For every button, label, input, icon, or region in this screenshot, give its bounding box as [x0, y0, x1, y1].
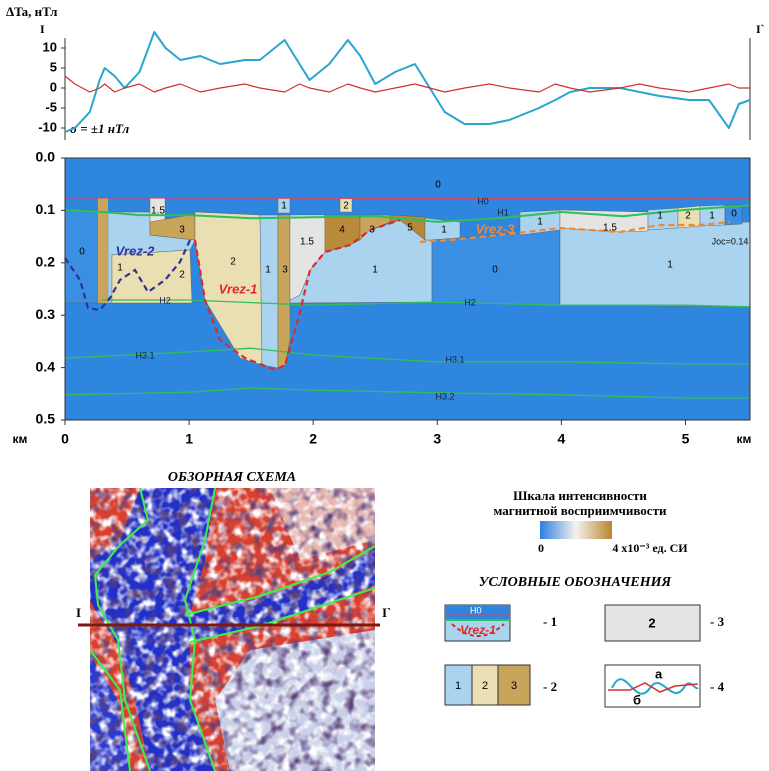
- y-tick-label: 0.5: [36, 411, 56, 427]
- block-label: 1.5: [300, 237, 314, 248]
- y-tick-label: -10: [38, 119, 57, 134]
- block-label: 1: [281, 201, 287, 212]
- x-tick-label: 0: [61, 431, 69, 447]
- scale-title: магнитной восприимчивости: [494, 503, 667, 518]
- y-tick-label: -5: [45, 99, 57, 114]
- block-label: 3: [369, 225, 375, 236]
- x-tick-label: 4: [557, 431, 565, 447]
- profile-plot: -10 -5 0 5 10: [38, 32, 750, 140]
- legend-item: а б - 4: [605, 665, 725, 707]
- y-tick-label: 0.1: [36, 201, 56, 217]
- legend-item: 2 - 3: [605, 605, 725, 641]
- horizon-label: H3.1: [135, 350, 154, 360]
- scale-bar: [540, 521, 612, 539]
- block-label: 1: [667, 260, 673, 271]
- block-label: 0: [79, 247, 85, 258]
- horizon-label: H3.2: [435, 391, 454, 401]
- legend-text: 1: [455, 680, 461, 692]
- x-unit: км: [737, 432, 752, 446]
- horizon-label: H0: [477, 196, 489, 206]
- profile-end: I`: [756, 22, 765, 36]
- block-label: 1: [441, 225, 447, 236]
- overview-start: I: [76, 605, 81, 620]
- y-tick-label: 0: [50, 79, 57, 94]
- block-label: 3: [179, 225, 185, 236]
- legend-text: H0: [470, 605, 482, 615]
- data-line: [65, 32, 750, 132]
- rock-block: [560, 222, 750, 307]
- block-label: 1: [657, 211, 663, 222]
- block-label: 1: [372, 265, 378, 276]
- block-label: 1.5: [603, 223, 617, 234]
- scale-title: Шкала интенсивности: [513, 488, 647, 503]
- block-label: 2: [343, 201, 349, 212]
- legend-text: 2: [648, 615, 655, 630]
- rock-strip: [98, 198, 108, 303]
- block-label: 1: [117, 263, 123, 274]
- block-label: 2: [230, 257, 236, 268]
- legend-item: H0 Vrez-1 - 1: [445, 605, 557, 641]
- y-tick-label: 10: [43, 39, 57, 54]
- scale-max: 4 x10⁻³ ед. СИ: [612, 541, 688, 555]
- x-tick-label: 3: [433, 431, 441, 447]
- y-tick-label: 5: [50, 59, 57, 74]
- block-label: 2: [179, 270, 185, 281]
- x-tick-label: 2: [309, 431, 317, 447]
- profile-start: I: [40, 22, 45, 36]
- legend-text: 2: [482, 680, 488, 692]
- incision-label: Vrez-1: [219, 281, 258, 296]
- y-tick-label: 0.4: [36, 358, 56, 374]
- legend-text: а: [655, 666, 663, 681]
- legend-title: УСЛОВНЫЕ ОБОЗНАЧЕНИЯ: [479, 575, 672, 590]
- block-label: 1: [709, 211, 715, 222]
- y-axis-label: ΔTa, нТл: [6, 4, 57, 19]
- overview-map: [90, 488, 375, 771]
- legend-label: - 4: [710, 679, 725, 694]
- incision-label: Vrez-2: [116, 243, 156, 258]
- note: Jос=0.14: [712, 236, 749, 246]
- block-label: 0: [435, 180, 441, 191]
- horizon-label: H2: [464, 297, 476, 307]
- rock-block: [260, 215, 278, 368]
- horizon-label: H1: [497, 207, 509, 217]
- block-label: 2: [685, 211, 691, 222]
- block-label: 1: [265, 265, 271, 276]
- block-label: 1: [537, 217, 543, 228]
- block-label: 4: [339, 225, 345, 236]
- overview-title: ОБЗОРНАЯ СХЕМА: [168, 470, 296, 485]
- horizon-label: H2: [159, 295, 171, 305]
- y-tick-label: 0.2: [36, 254, 56, 270]
- scale-min: 0: [538, 541, 544, 555]
- data-line: [65, 76, 750, 92]
- block-label: 0: [492, 265, 498, 276]
- x-tick-label: 1: [185, 431, 193, 447]
- legend-label: - 1: [543, 614, 557, 629]
- incision-label: Vrez-3: [476, 221, 516, 236]
- block-label: 0: [731, 209, 737, 220]
- legend-text: 3: [511, 680, 517, 692]
- legend-label: - 2: [543, 679, 557, 694]
- figure: ΔTa, нТл I I` σ = ±1 нТл -10-50510 00121…: [0, 0, 769, 771]
- block-label: 3: [282, 265, 288, 276]
- legend-label: - 3: [710, 614, 725, 629]
- block-label: 1.5: [151, 206, 165, 217]
- x-unit: км: [13, 432, 28, 446]
- legend-text: Vrez-1: [460, 623, 496, 637]
- x-tick-label: 5: [682, 431, 690, 447]
- overview-end: I`: [382, 605, 391, 620]
- block-label: 5: [407, 223, 413, 234]
- y-tick-label: 0.0: [36, 149, 56, 165]
- horizon-label: H3.1: [445, 354, 464, 364]
- legend-text: б: [633, 692, 641, 707]
- rock-block: [278, 215, 290, 368]
- legend-item: 1 2 3 - 2: [445, 665, 557, 705]
- y-tick-label: 0.3: [36, 306, 56, 322]
